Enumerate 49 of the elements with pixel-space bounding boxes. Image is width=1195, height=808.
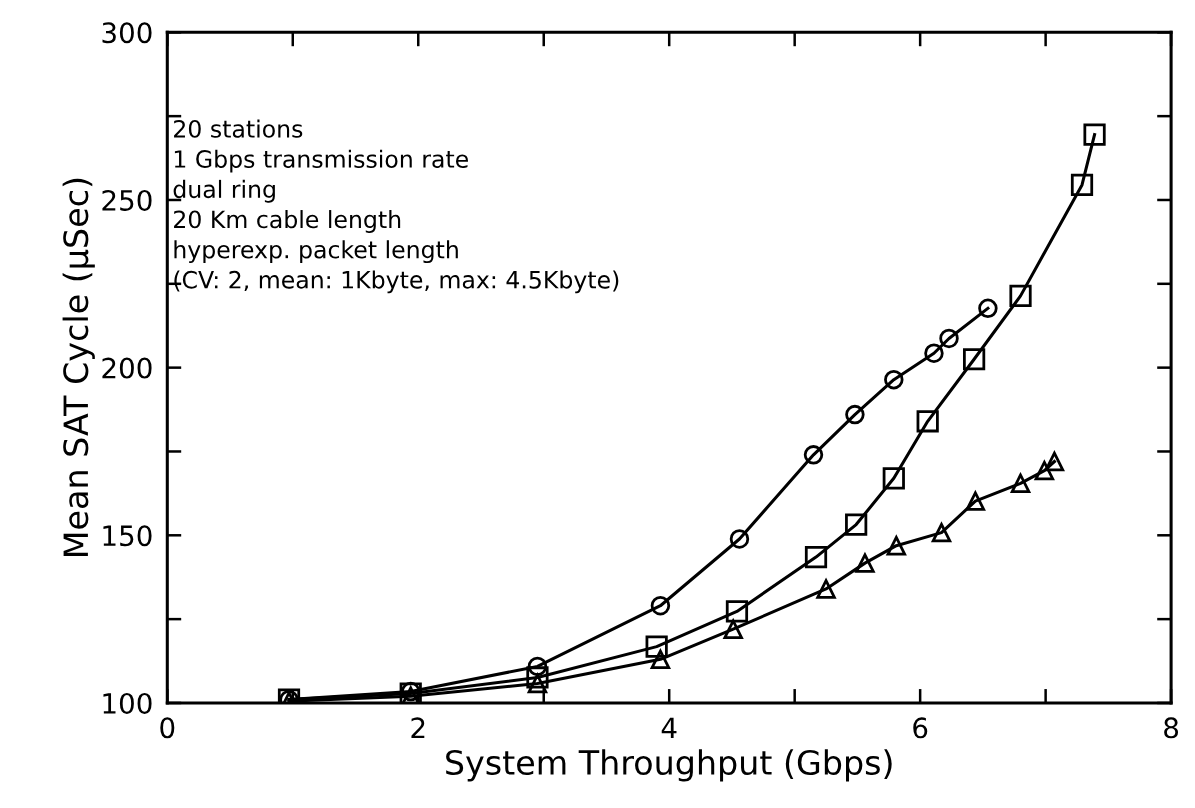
- point: [816, 579, 836, 599]
- point: [916, 410, 939, 433]
- point: [1034, 460, 1055, 481]
- x-tick-label: 6: [913, 717, 928, 739]
- point: [886, 535, 907, 556]
- point: [723, 619, 743, 639]
- y-tick-label: 150: [103, 525, 152, 547]
- point: [645, 635, 668, 658]
- point: [527, 656, 548, 677]
- x-tick-label: 2: [411, 717, 425, 738]
- point: [965, 491, 986, 511]
- point: [1009, 284, 1032, 307]
- point: [650, 595, 671, 616]
- point: [729, 529, 750, 549]
- x-tick-label: 4: [661, 717, 677, 738]
- point: [1044, 451, 1065, 472]
- point: [650, 649, 671, 670]
- y-tick-label: 250: [102, 189, 152, 211]
- point: [1010, 473, 1031, 494]
- y-tick-label: 300: [102, 22, 152, 44]
- x-tick-label: 0: [160, 717, 175, 739]
- point: [882, 467, 905, 490]
- point: [845, 404, 865, 425]
- x-axis-title: System Throughput (Gbps): [446, 749, 892, 782]
- annotation: 20 Km cable length: [174, 210, 401, 233]
- point: [1083, 123, 1106, 146]
- annotation: dual ring: [173, 179, 275, 203]
- annotation: 20 stations: [174, 119, 303, 138]
- annotation: (CV: 2, mean: 1Kbyte, max: 4.5Kbyte): [174, 270, 619, 294]
- point: [884, 369, 904, 390]
- point: [1070, 173, 1094, 196]
- point: [939, 328, 959, 349]
- annotation: 1 Gbps transmission rate: [174, 149, 468, 173]
- x-tick-label: 8: [1164, 717, 1179, 739]
- point: [855, 553, 875, 573]
- point: [924, 343, 944, 363]
- annotation: hyperexp. packet length: [174, 240, 458, 264]
- y-tick-label: 100: [103, 692, 152, 714]
- point: [931, 522, 952, 543]
- point: [725, 600, 749, 623]
- point: [962, 348, 986, 371]
- point: [527, 673, 548, 694]
- y-tick-label: 200: [102, 357, 152, 379]
- point: [803, 445, 824, 465]
- point: [526, 666, 549, 689]
- point: [845, 513, 868, 536]
- y-axis-title: Mean SAT Cycle (μSec): [62, 178, 95, 557]
- point: [804, 545, 828, 569]
- point: [978, 298, 998, 319]
